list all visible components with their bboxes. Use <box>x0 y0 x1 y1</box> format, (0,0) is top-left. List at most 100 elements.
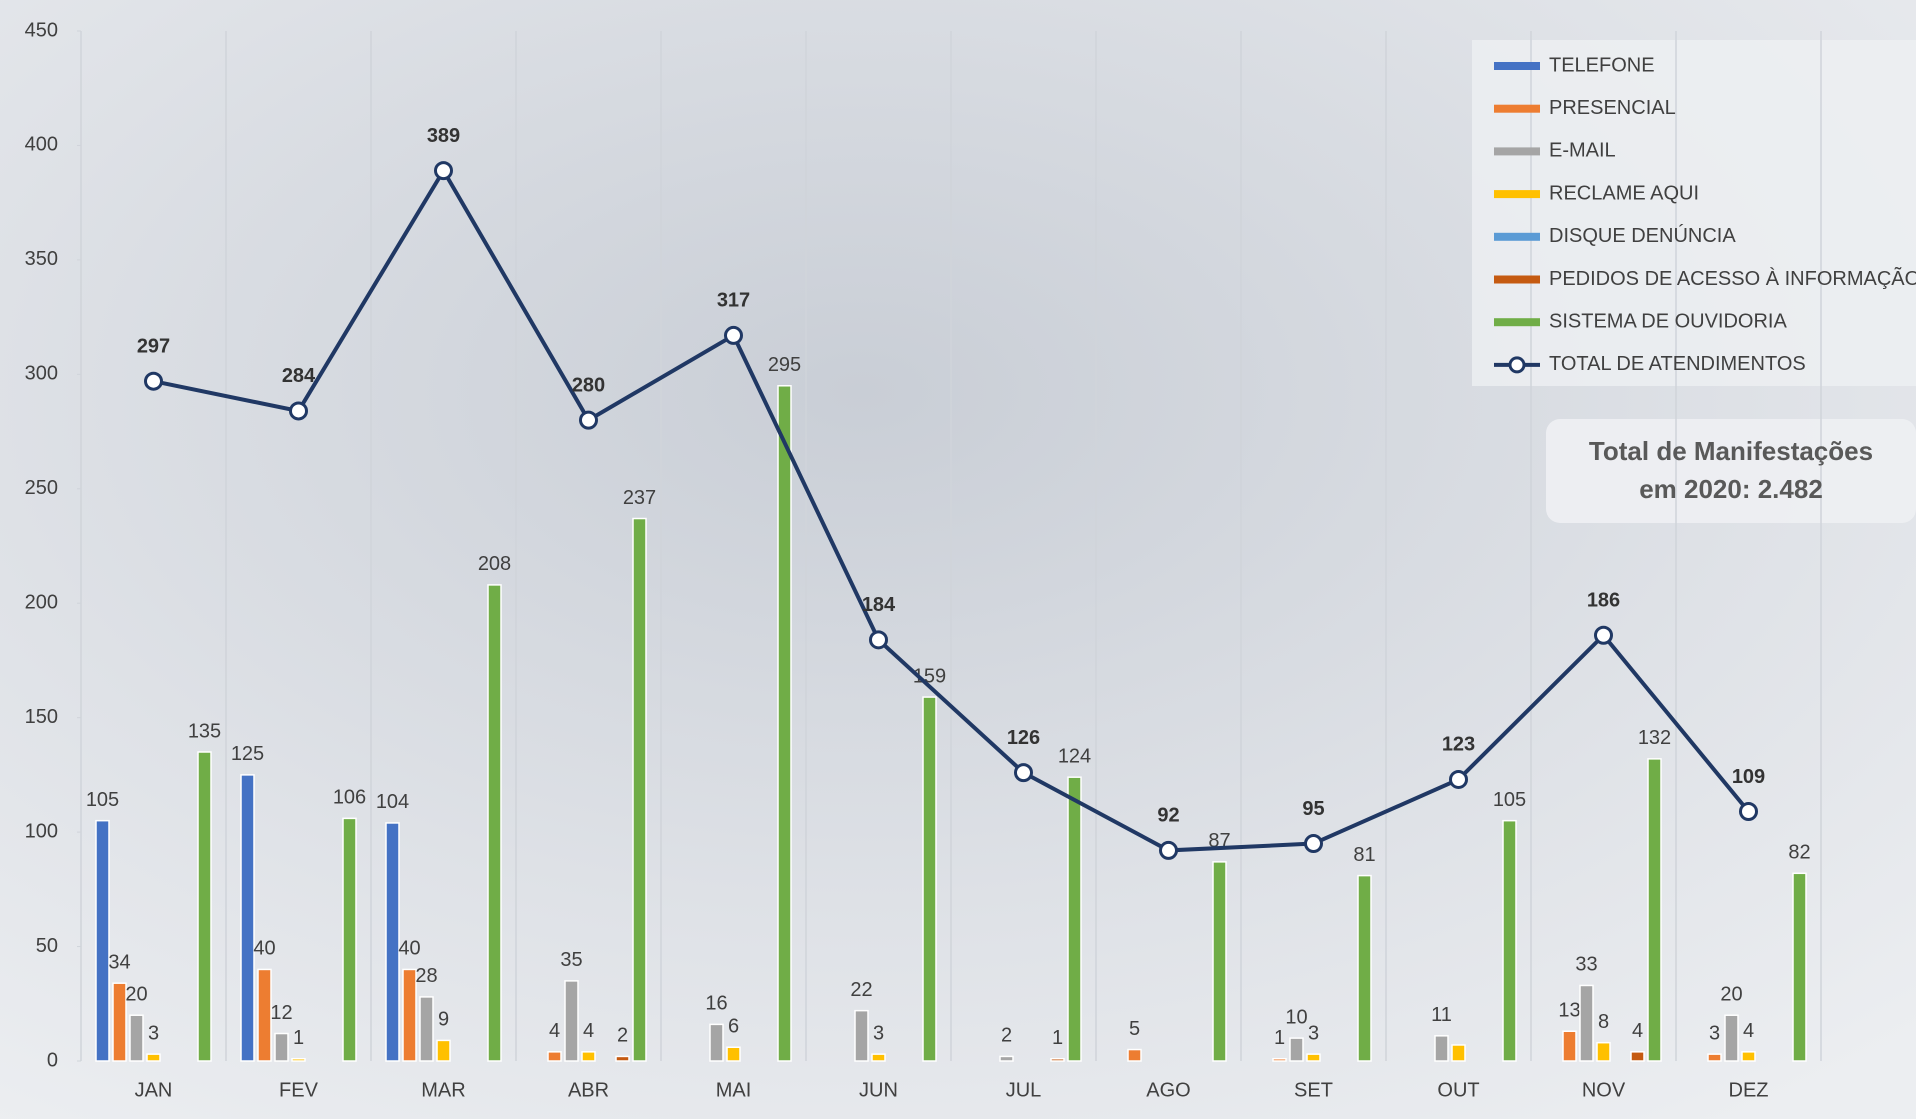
legend-label: DISQUE DENÚNCIA <box>1549 224 1736 247</box>
x-tick-label: NOV <box>1582 1079 1626 1101</box>
data-label: 20 <box>1720 984 1742 1006</box>
data-label: 82 <box>1788 842 1810 864</box>
data-label: 105 <box>86 789 119 811</box>
line-label: 186 <box>1587 590 1620 612</box>
data-label: 295 <box>768 354 801 376</box>
x-tick-label: MAR <box>421 1079 465 1101</box>
data-label: 3 <box>1308 1022 1319 1044</box>
x-tick-label: MAI <box>716 1079 752 1101</box>
line-marker <box>871 632 887 648</box>
line-marker <box>1741 804 1757 820</box>
bar <box>727 1047 740 1061</box>
bar <box>1503 821 1516 1061</box>
data-label: 135 <box>188 720 221 742</box>
chart: 050100150200250300350400450JANFEVMARABRM… <box>0 0 1916 1119</box>
line-label: 184 <box>862 594 896 616</box>
bar <box>565 981 578 1061</box>
y-tick-label: 200 <box>25 592 58 614</box>
legend-swatch <box>1494 105 1540 113</box>
data-label: 3 <box>1709 1022 1720 1044</box>
legend-swatch <box>1494 233 1540 241</box>
legend-swatch <box>1494 62 1540 70</box>
x-tick-label: OUT <box>1437 1079 1479 1101</box>
bar <box>1631 1052 1644 1061</box>
data-label: 4 <box>583 1020 594 1042</box>
data-label: 35 <box>560 949 582 971</box>
data-label: 4 <box>549 1020 560 1042</box>
data-label: 237 <box>623 487 656 509</box>
data-label: 105 <box>1493 789 1526 811</box>
bar <box>258 969 271 1061</box>
x-tick-label: JAN <box>135 1079 173 1101</box>
data-label: 28 <box>415 965 437 987</box>
bar <box>616 1056 629 1061</box>
line-label: 92 <box>1157 805 1179 827</box>
bar <box>710 1024 723 1061</box>
line-label: 284 <box>282 365 316 387</box>
bar <box>386 823 399 1061</box>
data-label: 1 <box>1274 1027 1285 1049</box>
page: 050100150200250300350400450JANFEVMARABRM… <box>0 0 1916 1119</box>
data-label: 3 <box>148 1022 159 1044</box>
bar <box>633 519 646 1061</box>
data-label: 104 <box>376 791 409 813</box>
x-tick-label: SET <box>1294 1079 1333 1101</box>
data-label: 208 <box>478 553 511 575</box>
x-tick-label: AGO <box>1146 1079 1190 1101</box>
line-marker <box>436 163 452 179</box>
bar <box>437 1040 450 1061</box>
data-label: 20 <box>125 984 147 1006</box>
line-label: 123 <box>1442 734 1475 756</box>
data-label: 9 <box>438 1009 449 1031</box>
line-label: 109 <box>1732 766 1765 788</box>
bar <box>582 1052 595 1061</box>
data-label: 33 <box>1575 954 1597 976</box>
bar <box>855 1011 868 1061</box>
data-label: 124 <box>1058 745 1091 767</box>
data-label: 10 <box>1285 1006 1307 1028</box>
data-label: 5 <box>1129 1018 1140 1040</box>
bar <box>1708 1054 1721 1061</box>
bar <box>923 697 936 1061</box>
data-label: 2 <box>617 1025 628 1047</box>
data-label: 1 <box>1052 1027 1063 1049</box>
bar <box>1213 862 1226 1061</box>
bar <box>292 1059 305 1061</box>
data-label: 40 <box>398 938 420 960</box>
y-tick-label: 50 <box>36 935 58 957</box>
bar <box>1648 759 1661 1061</box>
data-label: 40 <box>253 938 275 960</box>
legend-label: SISTEMA DE OUVIDORIA <box>1549 310 1787 332</box>
data-label: 81 <box>1353 844 1375 866</box>
legend-label: TELEFONE <box>1549 54 1655 76</box>
bar <box>778 386 791 1061</box>
bar <box>1290 1038 1303 1061</box>
bar <box>130 1015 143 1061</box>
bar <box>198 752 211 1061</box>
line-label: 297 <box>137 335 170 357</box>
bar <box>488 585 501 1061</box>
legend-label: TOTAL DE ATENDIMENTOS <box>1549 353 1806 375</box>
y-tick-label: 250 <box>25 477 58 499</box>
y-tick-label: 450 <box>25 19 58 41</box>
data-label: 4 <box>1743 1020 1754 1042</box>
bar <box>548 1052 561 1061</box>
y-tick-label: 0 <box>47 1049 58 1071</box>
x-tick-label: JUL <box>1006 1079 1042 1101</box>
bar <box>1580 985 1593 1061</box>
bar <box>1128 1050 1141 1061</box>
bar <box>275 1034 288 1061</box>
bar <box>1435 1036 1448 1061</box>
legend-swatch <box>1510 358 1524 372</box>
data-label: 4 <box>1632 1020 1643 1042</box>
x-tick-label: ABR <box>568 1079 609 1101</box>
bar <box>113 983 126 1061</box>
data-label: 2 <box>1001 1025 1012 1047</box>
line-marker <box>1596 627 1612 643</box>
bar <box>96 821 109 1061</box>
line-marker <box>1306 836 1322 852</box>
bar <box>1051 1059 1064 1061</box>
data-label: 16 <box>705 993 727 1015</box>
data-label: 22 <box>850 979 872 1001</box>
line-marker <box>146 373 162 389</box>
